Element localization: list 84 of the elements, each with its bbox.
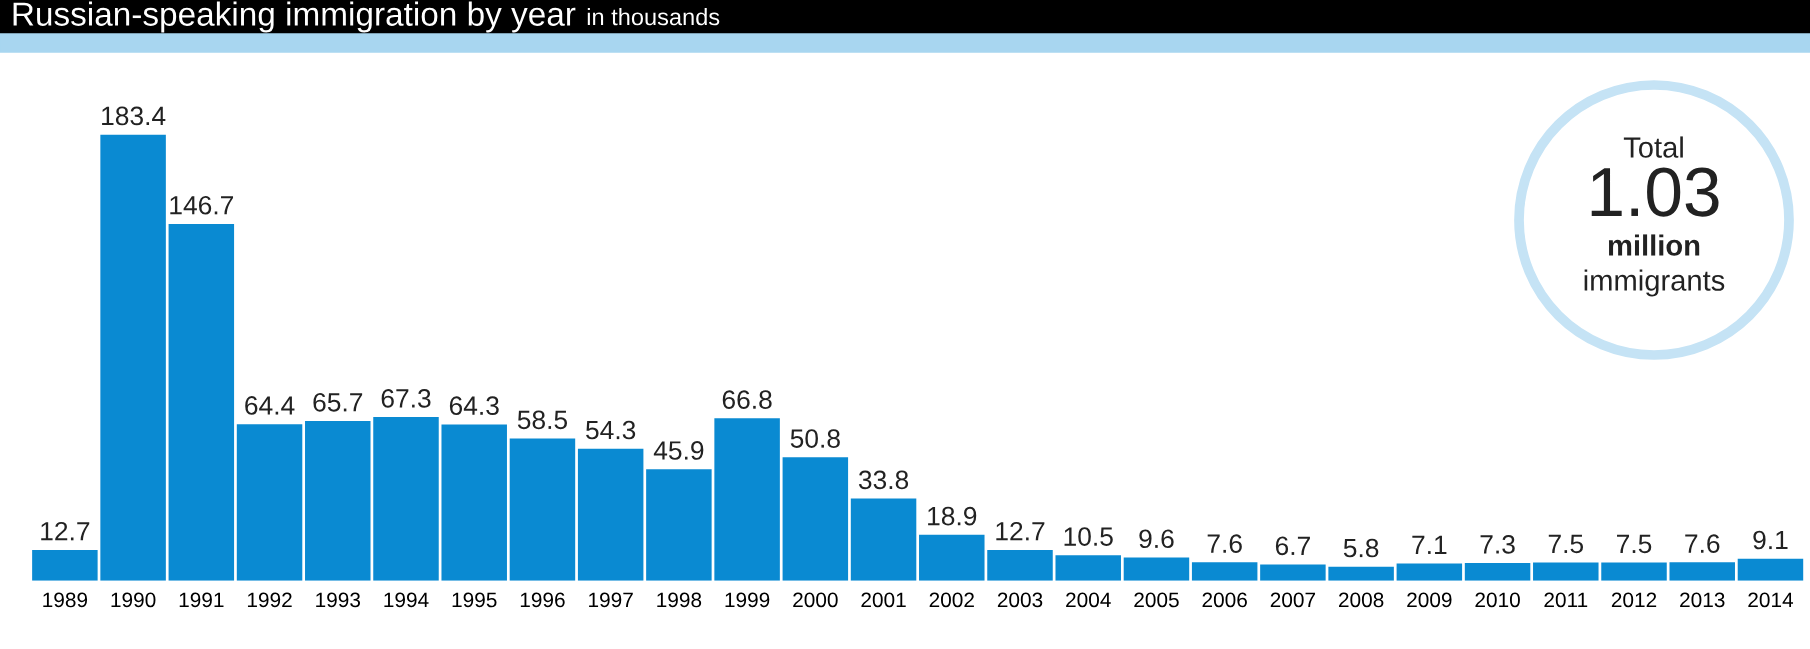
data-label: 7.6	[1685, 534, 1720, 553]
bar	[441, 424, 507, 581]
data-label: 67.3	[381, 389, 431, 408]
chart-title: Russian-speaking immigration by year	[13, 1, 576, 33]
bar	[919, 534, 985, 581]
data-label: 9.6	[1139, 529, 1174, 549]
data-label: 12.7	[996, 521, 1045, 541]
data-label: 9.1	[1753, 530, 1788, 550]
x-tick-label: 1992	[247, 592, 292, 608]
data-label: 7.1	[1412, 535, 1447, 554]
bar	[1737, 558, 1804, 581]
bar	[1533, 562, 1599, 581]
data-label: 33.8	[858, 470, 909, 490]
x-tick-label: 2011	[1544, 592, 1588, 608]
bar	[1260, 564, 1326, 581]
data-label: 6.7	[1275, 536, 1310, 556]
data-label: 10.5	[1064, 527, 1113, 546]
annotation: million	[1608, 234, 1700, 256]
data-label: 183.4	[102, 106, 166, 126]
x-tick-label: 2012	[1611, 592, 1657, 608]
x-tick-label: 1989	[43, 592, 88, 608]
bar	[850, 498, 917, 581]
x-tick-label: 2010	[1475, 592, 1520, 608]
data-label: 64.4	[245, 396, 295, 415]
x-tick-label: 1999	[725, 592, 770, 608]
x-tick-label: 2014	[1748, 592, 1794, 608]
bar	[168, 223, 235, 581]
data-label: 54.3	[586, 420, 636, 440]
data-label: 45.9	[653, 441, 704, 460]
bar	[305, 421, 371, 581]
data-label: 7.5	[1548, 534, 1584, 554]
x-tick-label: 2002	[929, 592, 974, 608]
x-tick-label: 2000	[793, 592, 838, 608]
x-tick-label: 2007	[1270, 592, 1316, 608]
x-tick-label: 1991	[179, 592, 224, 608]
bar	[373, 417, 439, 581]
data-label: 66.8	[722, 390, 772, 409]
x-tick-label: 2008	[1339, 592, 1384, 608]
x-tick-label: 1993	[316, 592, 361, 608]
x-tick-label: 1990	[111, 592, 156, 608]
data-label: 18.9	[928, 506, 977, 526]
bar	[100, 134, 166, 581]
chart-subtitle: in thousands	[587, 8, 720, 26]
bar	[714, 418, 780, 581]
bar	[1464, 563, 1531, 581]
data-label: 5.8	[1343, 538, 1379, 558]
x-tick-label: 1995	[452, 592, 497, 608]
data-label: 50.8	[790, 429, 840, 448]
annotation: Total	[1623, 136, 1683, 158]
annotation: 1.03	[1591, 167, 1719, 217]
bar	[32, 549, 98, 581]
data-label: 7.5	[1617, 534, 1652, 554]
bar	[646, 469, 712, 581]
bar	[509, 438, 576, 581]
data-label: 58.5	[517, 410, 568, 430]
x-tick-label: 2003	[997, 592, 1043, 608]
bar	[1396, 563, 1463, 581]
x-tick-label: 2013	[1680, 592, 1725, 608]
x-tick-label: 1996	[520, 592, 565, 608]
data-label: 146.7	[170, 195, 234, 215]
bar	[1328, 566, 1394, 581]
data-label: 7.6	[1207, 534, 1242, 553]
x-tick-label: 2001	[861, 592, 906, 608]
annotation: immigrants	[1584, 269, 1725, 297]
bar	[577, 448, 644, 581]
bar	[987, 549, 1053, 581]
x-tick-label: 2006	[1202, 592, 1247, 608]
x-tick-label: 2009	[1407, 592, 1452, 608]
bar	[1055, 555, 1121, 581]
x-tick-label: 1994	[384, 592, 429, 608]
bar	[1601, 562, 1667, 581]
data-label: 12.7	[41, 521, 90, 541]
x-tick-label: 1997	[589, 592, 633, 608]
bar	[1669, 562, 1735, 581]
data-label: 65.7	[313, 392, 363, 412]
x-tick-label: 1998	[657, 592, 702, 608]
x-tick-label: 2004	[1066, 592, 1111, 608]
data-label: 64.3	[449, 396, 499, 416]
bar	[1123, 557, 1190, 581]
x-tick-label: 2005	[1134, 592, 1179, 608]
bar	[236, 424, 303, 581]
bar	[782, 457, 849, 581]
data-label: 7.3	[1480, 535, 1515, 554]
bar	[1191, 562, 1258, 581]
